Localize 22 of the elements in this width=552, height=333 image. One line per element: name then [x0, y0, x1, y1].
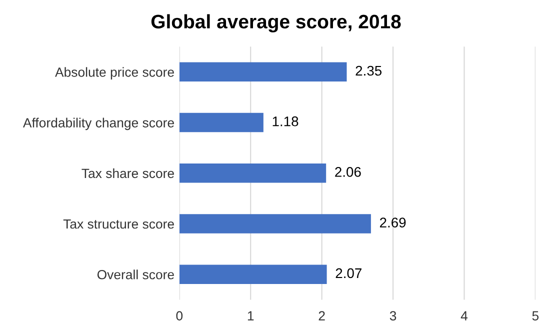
data-label: 2.07 — [336, 268, 362, 278]
y-tick-label: Affordability change score — [22, 118, 174, 130]
y-tick-label: Overall score — [97, 270, 174, 280]
x-tick-label: 3 — [390, 311, 396, 321]
x-tick-label: 4 — [460, 311, 468, 320]
y-tick-label: Tax share score — [82, 168, 174, 178]
data-label: 1.18 — [272, 116, 298, 126]
x-tick-label: 0 — [176, 311, 183, 321]
data-label: 2.35 — [356, 66, 382, 76]
data-label: 2.69 — [380, 218, 406, 228]
x-tick-label: 2 — [318, 311, 325, 320]
bar — [179, 264, 327, 284]
bar — [179, 112, 264, 132]
bar — [179, 214, 371, 234]
data-label: 2.06 — [335, 167, 361, 177]
x-tick-label: 5 — [532, 311, 539, 321]
bar — [179, 62, 347, 82]
x-tick-label: 1 — [248, 311, 254, 320]
y-tick-label: Absolute price score — [55, 67, 174, 80]
bar — [179, 164, 326, 183]
chart-title: Global average score, 2018 — [151, 14, 401, 32]
y-tick-label: Tax structure score — [63, 219, 174, 229]
